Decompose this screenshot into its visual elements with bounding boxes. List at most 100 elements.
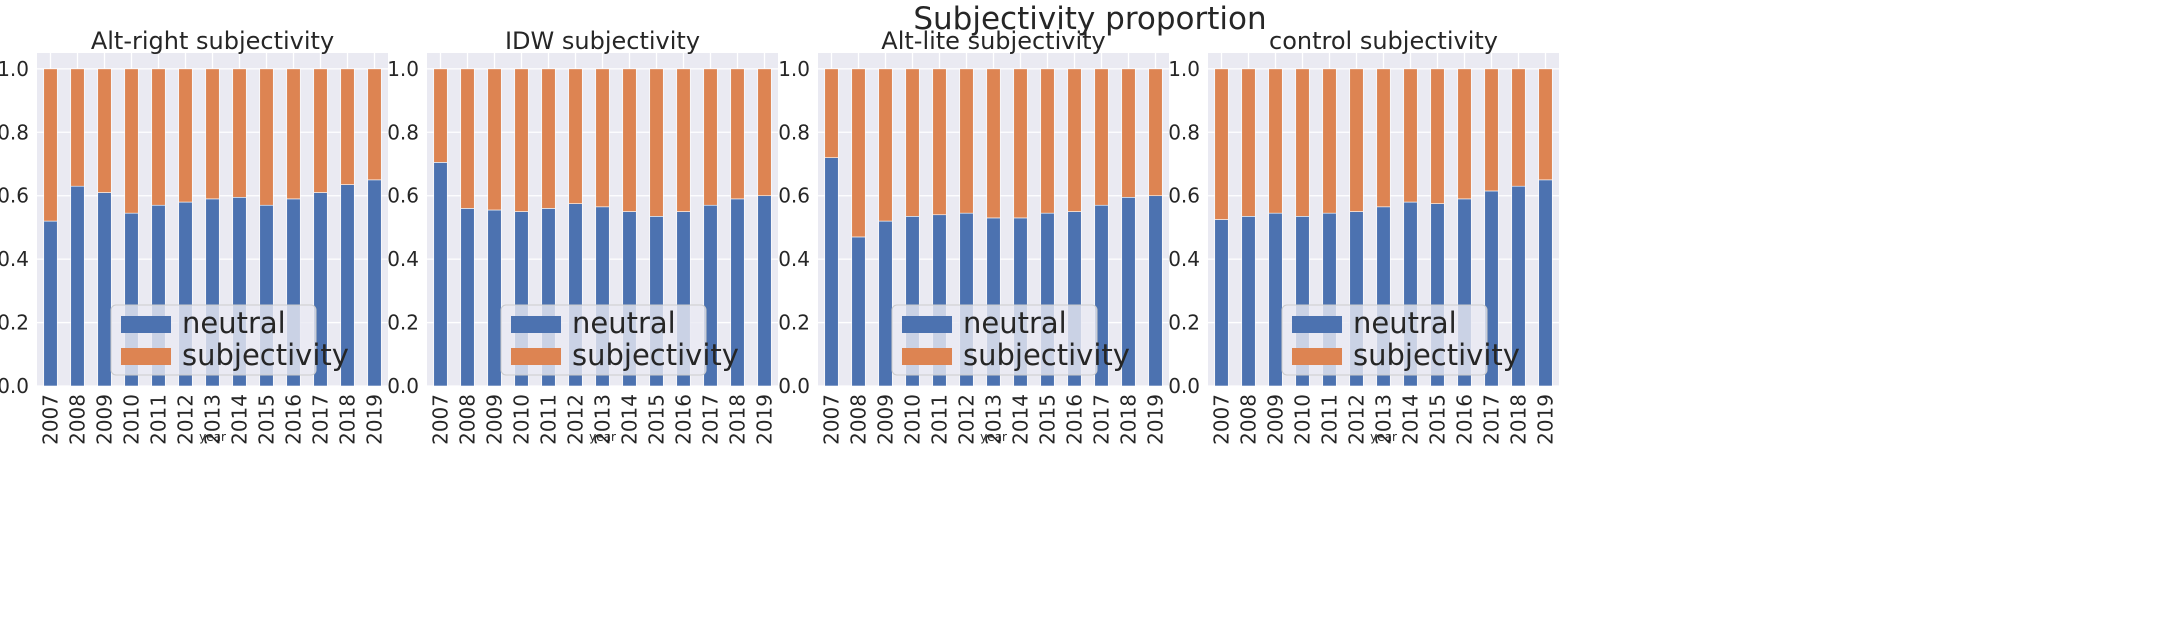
bar-subjectivity-2010 xyxy=(124,68,139,214)
x-tick-label: 2012 xyxy=(564,394,588,445)
bar-neutral-2007 xyxy=(1214,219,1229,387)
x-tick-label: 2015 xyxy=(645,394,669,445)
bar-subjectivity-2016 xyxy=(676,68,691,212)
x-tick-label: 2014 xyxy=(618,394,642,445)
x-tick-label: 2008 xyxy=(1237,394,1261,445)
x-tick-label: 2011 xyxy=(1318,394,1342,445)
y-tick-label: 0.2 xyxy=(0,311,29,335)
x-tick-label: 2016 xyxy=(672,394,696,445)
x-tick-label: 2011 xyxy=(537,394,561,445)
x-tick-label: 2016 xyxy=(1453,394,1477,445)
x-axis-label: year xyxy=(1370,430,1397,444)
bar-subjectivity-2007 xyxy=(43,68,58,222)
bar-subjectivity-2018 xyxy=(730,68,745,200)
x-tick-label: 2018 xyxy=(1507,394,1531,445)
x-tick-label: 2009 xyxy=(483,394,507,445)
bar-subjectivity-2012 xyxy=(178,68,193,203)
y-tick-label: 1.0 xyxy=(387,57,419,81)
bar-subjectivity-2009 xyxy=(1268,68,1283,214)
legend-label-subjectivity: subjectivity xyxy=(1353,338,1520,372)
bar-subjectivity-2011 xyxy=(541,68,556,209)
x-tick-label: 2010 xyxy=(901,394,925,445)
bar-subjectivity-2010 xyxy=(1295,68,1310,217)
y-tick-label: 0.2 xyxy=(778,311,810,335)
figure-suptitle: Subjectivity proportion xyxy=(913,1,1266,37)
y-tick-label: 0.4 xyxy=(778,247,810,271)
bar-subjectivity-2017 xyxy=(703,68,718,206)
bar-subjectivity-2017 xyxy=(1484,68,1499,192)
bar-subjectivity-2013 xyxy=(595,68,610,208)
bar-subjectivity-2012 xyxy=(568,68,583,204)
x-tick-label: 2008 xyxy=(66,394,90,445)
y-tick-label: 0.0 xyxy=(387,374,419,398)
bar-neutral-2007 xyxy=(824,157,839,387)
x-axis-label: year xyxy=(199,430,226,444)
y-tick-label: 0.2 xyxy=(387,311,419,335)
x-tick-label: 2017 xyxy=(1480,394,1504,445)
bar-subjectivity-2010 xyxy=(514,68,529,212)
y-tick-label: 0.4 xyxy=(0,247,29,271)
bar-neutral-2008 xyxy=(460,208,475,387)
x-tick-label: 2018 xyxy=(336,394,360,445)
bar-subjectivity-2012 xyxy=(959,68,974,214)
y-tick-label: 0.4 xyxy=(1168,247,1200,271)
legend-swatch-neutral xyxy=(902,316,952,333)
y-tick-label: 1.0 xyxy=(1168,57,1200,81)
bar-subjectivity-2014 xyxy=(622,68,637,212)
x-tick-label: 2019 xyxy=(753,394,777,445)
y-tick-label: 0.6 xyxy=(0,184,29,208)
subplot-title: Alt-right subjectivity xyxy=(91,27,334,55)
y-tick-label: 0.2 xyxy=(1168,311,1200,335)
x-tick-label: 2019 xyxy=(1534,394,1558,445)
legend-label-subjectivity: subjectivity xyxy=(963,338,1130,372)
bar-subjectivity-2013 xyxy=(1376,68,1391,208)
x-tick-label: 2016 xyxy=(282,394,306,445)
bar-subjectivity-2011 xyxy=(932,68,947,216)
y-tick-label: 0.8 xyxy=(1168,120,1200,144)
x-tick-label: 2013 xyxy=(201,394,225,445)
x-tick-label: 2018 xyxy=(1117,394,1141,445)
x-tick-label: 2017 xyxy=(1090,394,1114,445)
legend-label-subjectivity: subjectivity xyxy=(182,338,349,372)
y-tick-label: 1.0 xyxy=(778,57,810,81)
bar-subjectivity-2014 xyxy=(232,68,247,198)
bar-subjectivity-2010 xyxy=(905,68,920,217)
x-tick-label: 2012 xyxy=(955,394,979,445)
x-tick-label: 2009 xyxy=(874,394,898,445)
bar-subjectivity-2011 xyxy=(1322,68,1337,214)
x-tick-label: 2015 xyxy=(255,394,279,445)
bar-subjectivity-2014 xyxy=(1403,68,1418,203)
bar-subjectivity-2015 xyxy=(649,68,664,217)
x-tick-label: 2015 xyxy=(1426,394,1450,445)
x-tick-label: 2007 xyxy=(820,394,844,445)
bar-neutral-2009 xyxy=(97,192,112,387)
y-tick-label: 0.8 xyxy=(387,120,419,144)
x-tick-label: 2018 xyxy=(726,394,750,445)
bar-neutral-2008 xyxy=(70,185,85,387)
x-tick-label: 2009 xyxy=(93,394,117,445)
y-tick-label: 0.0 xyxy=(778,374,810,398)
x-tick-label: 2011 xyxy=(147,394,171,445)
x-tick-label: 2007 xyxy=(39,394,63,445)
x-tick-label: 2014 xyxy=(1399,394,1423,445)
bar-neutral-2007 xyxy=(433,162,448,387)
bar-subjectivity-2009 xyxy=(878,68,893,222)
legend-label-neutral: neutral xyxy=(572,306,676,340)
legend-swatch-subjectivity xyxy=(511,348,561,365)
x-tick-label: 2017 xyxy=(309,394,333,445)
y-tick-label: 0.6 xyxy=(1168,184,1200,208)
x-axis-label: year xyxy=(589,430,616,444)
x-tick-label: 2014 xyxy=(228,394,252,445)
bar-subjectivity-2009 xyxy=(487,68,502,211)
legend-swatch-subjectivity xyxy=(121,348,171,365)
bar-subjectivity-2016 xyxy=(1067,68,1082,212)
bar-neutral-2009 xyxy=(1268,212,1283,387)
bar-neutral-2008 xyxy=(851,236,866,387)
x-tick-label: 2007 xyxy=(1210,394,1234,445)
x-tick-label: 2012 xyxy=(1345,394,1369,445)
subplot-title: control subjectivity xyxy=(1269,27,1498,55)
